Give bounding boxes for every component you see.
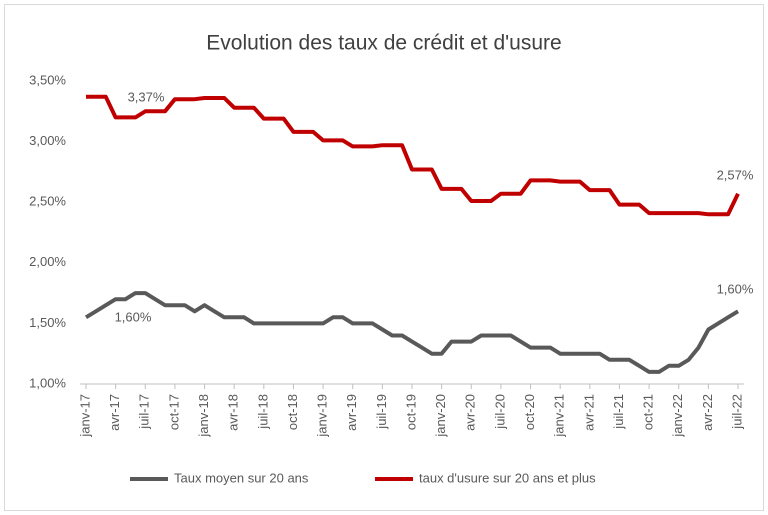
y-tick-label: 2,00% (29, 254, 66, 269)
annotation: 3,37% (128, 89, 165, 104)
x-tick-label: juil-19 (374, 394, 389, 430)
series-line (84, 291, 740, 374)
x-tick-label: oct-19 (403, 394, 418, 430)
y-tick-label: 3,50% (29, 72, 66, 87)
x-tick-label: janv-17 (77, 394, 92, 438)
y-tick-label: 1,00% (29, 375, 66, 390)
x-tick-label: juil-22 (729, 394, 744, 430)
x-tick-label: avr-22 (700, 394, 715, 431)
x-tick-label: janv-20 (433, 394, 448, 438)
chart-title: Evolution des taux de crédit et d'usure (206, 32, 561, 55)
legend-label: Taux moyen sur 20 ans (174, 470, 309, 485)
y-tick-label: 1,50% (29, 315, 66, 330)
legend-label: taux d'usure sur 20 ans et plus (419, 470, 596, 485)
x-tick-label: juil-20 (492, 394, 507, 430)
y-tick-label: 3,00% (29, 133, 66, 148)
x-tick-label: oct-18 (285, 394, 300, 430)
x-tick-label: avr-18 (226, 394, 241, 431)
x-tick-label: avr-19 (344, 394, 359, 431)
x-tick-label: juil-18 (255, 394, 270, 430)
annotation: 1,60% (115, 309, 152, 324)
x-tick-label: janv-18 (196, 394, 211, 438)
chart-border (4, 4, 764, 511)
annotation: 1,60% (717, 281, 754, 296)
x-tick-label: janv-21 (552, 394, 567, 438)
series-line (86, 94, 740, 217)
x-tick-label: juil-21 (611, 394, 626, 430)
x-tick-label: juil-17 (137, 394, 152, 430)
x-tick-label: avr-21 (581, 394, 596, 431)
annotation: 2,57% (717, 167, 754, 182)
y-tick-label: 2,50% (29, 194, 66, 209)
x-tick-label: avr-20 (463, 394, 478, 431)
x-tick-label: janv-22 (670, 394, 685, 438)
x-tick-label: oct-21 (641, 394, 656, 430)
x-tick-label: oct-20 (522, 394, 537, 430)
x-tick-label: janv-19 (315, 394, 330, 438)
x-tick-label: oct-17 (166, 394, 181, 430)
x-tick-label: avr-17 (107, 394, 122, 431)
